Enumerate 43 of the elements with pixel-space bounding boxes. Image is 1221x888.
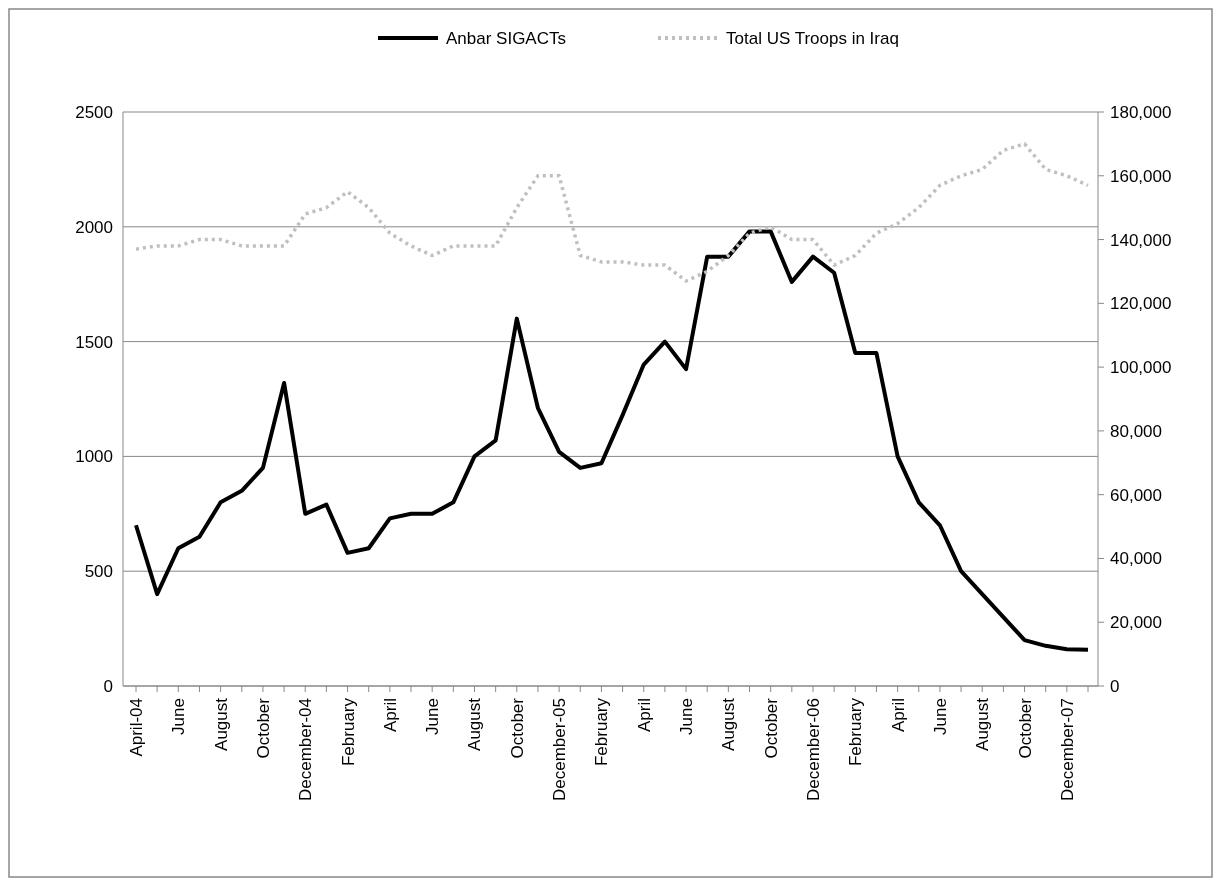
x-tick-label: August (719, 697, 739, 751)
line-series (134, 142, 1090, 283)
x-tick-label: June (930, 698, 950, 735)
y2-tick-label: 160,000 (1110, 166, 1172, 186)
x-tick-label: December-06 (803, 698, 823, 801)
y2-tick-label: 100,000 (1110, 358, 1172, 378)
y-tick-label: 1500 (75, 332, 113, 352)
y2-tick-label: 0 (1110, 676, 1120, 696)
y2-tick-label: 20,000 (1110, 613, 1162, 633)
y2-tick-label: 120,000 (1110, 294, 1172, 314)
x-tick-label: February (846, 697, 866, 767)
x-tick-label: December-07 (1057, 698, 1077, 801)
x-tick-label: April (380, 698, 400, 733)
legend-label: Total US Troops in Iraq (726, 28, 899, 48)
y2-tick-label: 80,000 (1110, 421, 1162, 441)
legend-label: Anbar SIGACTs (446, 28, 566, 48)
y2-tick-label: 60,000 (1110, 485, 1162, 505)
x-tick-label: August (973, 697, 993, 751)
y2-tick-label: 40,000 (1110, 549, 1162, 569)
x-tick-label: February (592, 697, 612, 767)
line-series (134, 229, 1090, 652)
x-tick-label: October (761, 697, 781, 759)
y-tick-label: 0 (103, 676, 113, 696)
y2-tick-label: 180,000 (1110, 102, 1172, 122)
x-tick-label: October (507, 697, 527, 759)
y-tick-label: 2500 (75, 102, 113, 122)
x-tick-label: August (211, 697, 231, 751)
y-tick-label: 1000 (75, 447, 113, 467)
y-tick-label: 500 (84, 562, 113, 582)
x-tick-label: June (677, 698, 697, 735)
x-tick-label: December-05 (550, 698, 570, 801)
y-tick-label: 2000 (75, 217, 113, 237)
x-tick-label: December-04 (296, 698, 316, 801)
x-tick-label: February (338, 697, 358, 767)
x-tick-label: June (169, 698, 189, 735)
x-tick-label: April (888, 698, 908, 733)
x-tick-label: October (1015, 697, 1035, 759)
x-tick-label: June (423, 698, 443, 735)
x-tick-label: April (634, 698, 654, 733)
y2-tick-label: 140,000 (1110, 230, 1172, 250)
x-tick-label: October (253, 697, 273, 759)
x-tick-label: April-04 (127, 698, 146, 757)
x-tick-label: August (465, 697, 485, 751)
